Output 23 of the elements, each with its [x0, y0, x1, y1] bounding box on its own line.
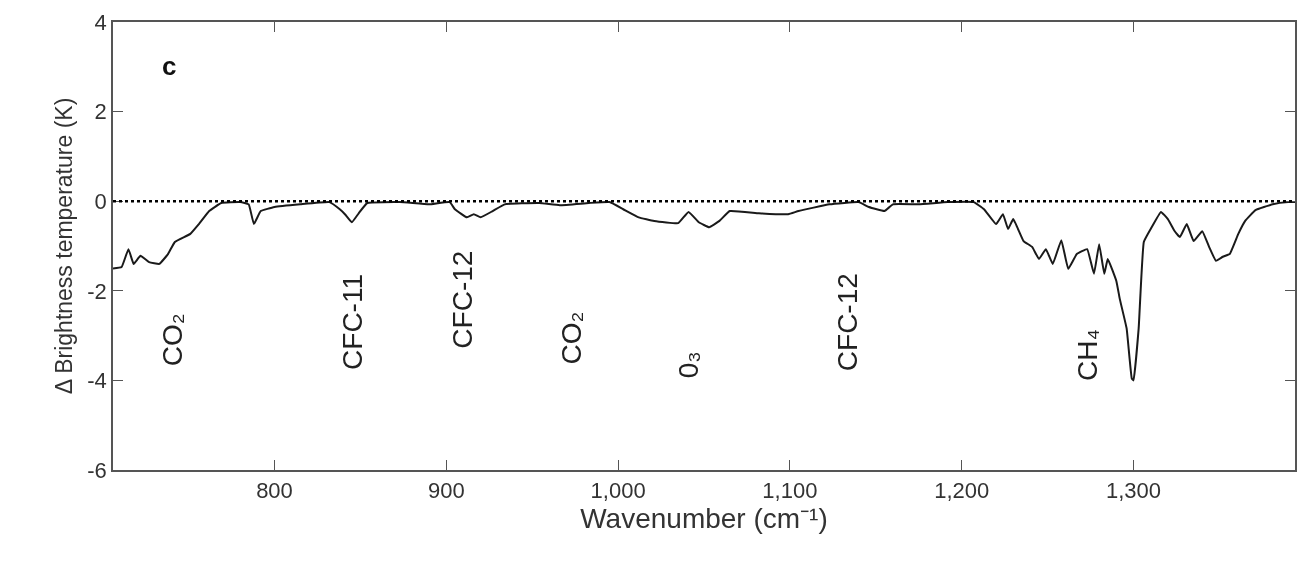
annotation: CO₂	[157, 313, 189, 367]
annotation: CFC-12	[831, 273, 863, 372]
annotation: CO₂	[555, 311, 587, 365]
y-tick-label: 2	[94, 99, 107, 125]
x-tick-label: 1,200	[934, 478, 990, 504]
x-tick-label: 900	[427, 478, 465, 504]
y-tick-label: -2	[87, 278, 107, 304]
y-tick-label: -4	[87, 368, 107, 394]
annotation: 0₃	[672, 351, 704, 379]
line-series	[113, 200, 1295, 382]
annotation: CFC-11	[336, 273, 368, 370]
y-tick-label: -6	[87, 457, 107, 483]
x-axis-title: Wavenumber (cm⁻¹)	[580, 503, 828, 535]
y-axis-title: Δ Brightness temperature (K)	[51, 97, 78, 395]
x-tick-label: 1,100	[762, 478, 818, 504]
annotation: CFC-12	[447, 250, 479, 349]
x-tick-label: 1,000	[590, 478, 646, 504]
x-tick-label: 1,300	[1105, 478, 1162, 504]
y-tick-label: 4	[94, 9, 107, 35]
annotation: c	[162, 51, 177, 81]
x-tick-label: 800	[256, 478, 293, 504]
annotation: CH₄	[1072, 329, 1104, 382]
y-tick-label: 0	[94, 188, 107, 214]
